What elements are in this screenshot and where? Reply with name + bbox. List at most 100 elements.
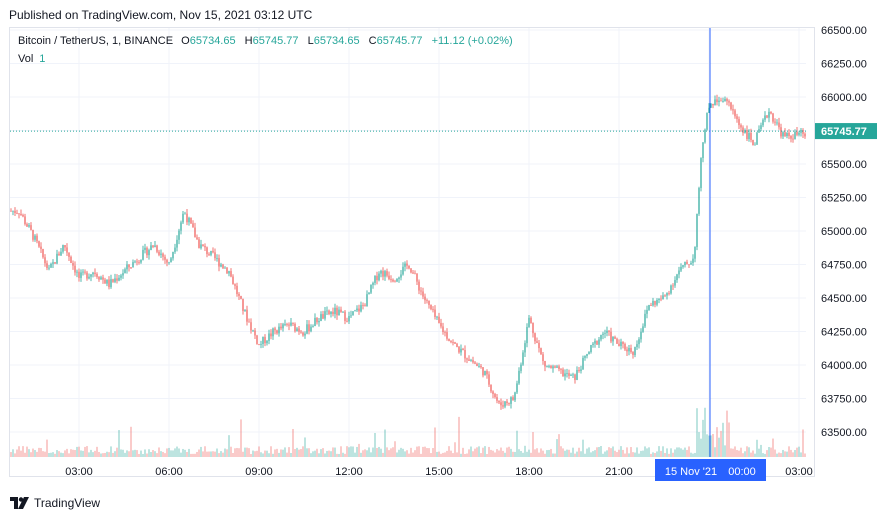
volume-bar [402,448,404,457]
volume-bar [388,450,390,457]
candle-body [176,239,178,248]
volume-bar [200,446,202,457]
candle-body [772,113,774,122]
x-tick-label: 03:00 [785,466,813,478]
candle-body [322,314,324,319]
volume-bar [496,449,498,457]
candle-body [310,326,312,332]
candle-body [796,131,798,135]
volume-bar [694,452,696,457]
volume-bar [676,447,678,457]
volume-bar [406,450,408,457]
candle-body [416,273,418,282]
candle-body [198,239,200,249]
volume-bar [724,445,726,457]
volume-bar [710,435,712,457]
volume-bar [398,449,400,457]
volume-bar [648,447,650,457]
volume-bar [382,452,384,457]
candle-body [172,251,174,259]
volume-bar [372,447,374,457]
volume-bar [88,452,90,457]
candle-body [56,253,58,264]
candle-body [626,349,628,352]
volume-bar [564,450,566,457]
volume-bar [298,449,300,457]
volume-bar [466,453,468,457]
candle-body [80,272,82,278]
candle-body [126,264,128,270]
volume-bar [218,453,220,457]
volume-bar [764,453,766,457]
volume-bar [256,450,258,457]
volume-bar [286,452,288,457]
candle-body [146,247,148,256]
volume-bar [544,453,546,457]
candle-body [402,266,404,275]
volume-bar [452,453,454,457]
candle-body [210,250,212,255]
candle-body [722,101,724,102]
candle-body [716,99,718,103]
volume-bar [316,448,318,457]
candle-body [640,331,642,340]
x-tick-label: 03:00 [65,466,93,478]
candle-body [348,316,350,322]
volume-bar [792,452,794,457]
volume-bar [580,451,582,457]
crosshair-time-label: 00:00 [728,466,756,478]
candle-body [492,391,494,394]
candle-body [698,188,700,214]
volume-bar [460,453,462,457]
y-tick-label: 65500.00 [821,159,867,171]
candle-body [350,315,352,317]
candle-body [342,311,344,313]
candle-body [412,272,414,274]
y-tick-label: 65000.00 [821,226,867,238]
candle-body [58,253,60,256]
volume-bar [446,450,448,457]
volume-bar [594,450,596,457]
candle-body [732,109,734,111]
candle-body [102,277,104,280]
volume-bar [364,449,366,457]
candle-body [232,276,234,285]
volume-bar [774,449,776,457]
y-tick-label: 66250.00 [821,59,867,71]
candle-body [110,279,112,288]
volume-bar [516,430,518,457]
candle-body [254,330,256,336]
volume-bar [260,452,262,457]
candle-body [770,111,772,114]
chart-frame[interactable] [9,27,815,477]
volume-bar [768,447,770,457]
candle-body [420,290,422,292]
volume-bar [692,453,694,457]
candle-body [138,262,140,264]
volume-bar [550,448,552,457]
volume-bar [456,452,458,457]
volume-bar [492,450,494,457]
volume-bar [702,419,704,457]
volume-bar [634,452,636,457]
candle-body [738,119,740,126]
candle-body [106,279,108,284]
volume-bar [86,446,88,457]
volume-bar [700,438,702,457]
candle-body [330,311,332,315]
candle-body [680,266,682,271]
volume-bar [240,419,242,457]
volume-bar [502,450,504,457]
volume-bar [120,449,122,457]
candle-body [194,227,196,238]
candle-body [40,246,42,249]
volume-bar [670,448,672,457]
candle-body [230,271,232,277]
legend-close-label: C [368,35,377,47]
volume-bar [482,447,484,457]
volume-bar [140,450,142,457]
volume-bar [300,449,302,457]
candle-body [430,304,432,310]
volume-bar [56,450,58,457]
